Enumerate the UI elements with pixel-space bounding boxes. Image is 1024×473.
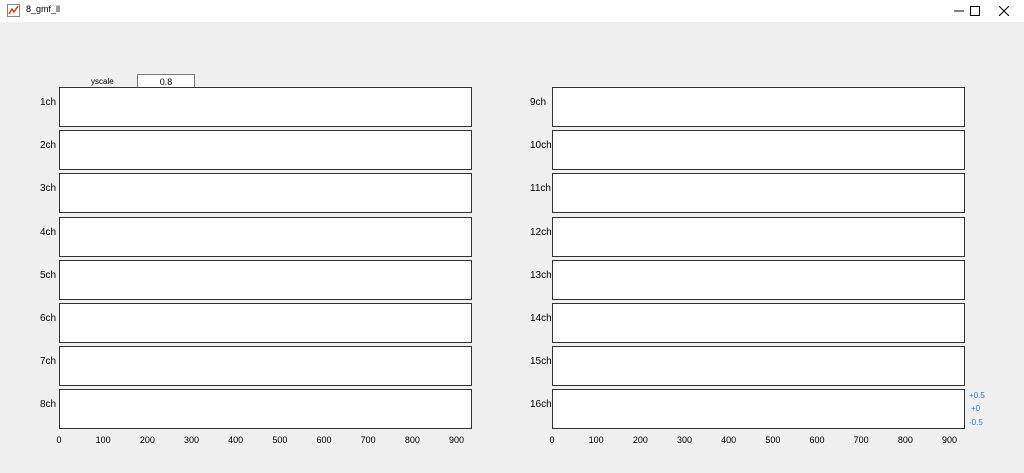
channel-axes[interactable]	[552, 216, 965, 257]
channel-axes[interactable]	[552, 173, 965, 214]
channel-axes[interactable]	[59, 87, 472, 127]
window-title: 8_gmf_ll	[26, 4, 61, 14]
channel-label: 6ch	[40, 313, 57, 324]
channel-label: 4ch	[40, 226, 57, 238]
x-tick-label: 800	[897, 435, 913, 445]
x-tick-label: 400	[228, 435, 244, 445]
channel-label: 15ch	[530, 356, 552, 368]
yscale-input[interactable]	[137, 74, 195, 90]
title-bar: 8_gmf_ll	[0, 0, 1024, 23]
matlab-figure-icon	[7, 4, 20, 17]
channel-label: 1ch	[40, 97, 57, 108]
close-button[interactable]	[987, 0, 1021, 22]
channel-axes[interactable]	[552, 389, 965, 430]
channel-label: 14ch	[530, 313, 552, 324]
channel-label: 11ch	[530, 183, 551, 195]
x-tick-label: 500	[272, 435, 288, 445]
channel-label: 7ch	[40, 356, 57, 368]
ref-label-minus: -0.5	[969, 418, 983, 427]
minimize-icon	[954, 10, 964, 12]
x-tick-label: 200	[632, 435, 648, 445]
channel-axes[interactable]	[59, 173, 472, 214]
x-tick-label: 300	[676, 435, 693, 445]
x-tick-label: 100	[588, 435, 604, 445]
channel-label: 2ch	[40, 140, 57, 152]
x-tick-label: 700	[360, 435, 376, 445]
channel-label: 8ch	[40, 399, 57, 411]
x-tick-label: 400	[721, 435, 737, 445]
minimize-button[interactable]	[942, 0, 976, 22]
channel-axes[interactable]	[59, 389, 472, 430]
channel-axes[interactable]	[552, 87, 965, 127]
channel-label: 9ch	[530, 97, 547, 108]
channel-label: 3ch	[40, 183, 57, 195]
channel-axes[interactable]	[59, 130, 472, 171]
ref-label-zero: +0	[971, 404, 981, 413]
channel-axes[interactable]	[59, 216, 472, 257]
close-icon	[999, 6, 1009, 16]
x-tick-label: 0	[549, 435, 555, 445]
x-tick-label: 600	[316, 435, 332, 445]
channel-label: 5ch	[40, 269, 57, 281]
x-tick-label: 0	[56, 435, 62, 445]
channel-axes[interactable]	[552, 259, 965, 300]
x-tick-label: 900	[942, 435, 958, 445]
channel-axes[interactable]	[552, 303, 965, 343]
channel-axes[interactable]	[552, 130, 965, 171]
x-tick-label: 900	[449, 435, 465, 445]
maximize-icon	[970, 6, 980, 16]
maximize-button[interactable]	[958, 0, 992, 22]
x-tick-label: 200	[139, 435, 155, 445]
x-tick-label: 800	[404, 435, 420, 445]
channel-label: 12ch	[530, 226, 552, 238]
x-tick-label: 600	[809, 435, 825, 445]
ref-label-plus: +0.5	[969, 391, 985, 400]
x-tick-label: 300	[183, 435, 200, 445]
figure-area: yscale +0.5 +0 -0.5 1ch 2ch 3ch 4ch 5ch 6ch 7c…	[0, 22, 1024, 473]
x-tick-label: 700	[853, 435, 869, 445]
x-tick-label: 100	[95, 435, 111, 445]
channel-axes[interactable]	[59, 346, 472, 387]
channel-label: 13ch	[530, 269, 552, 281]
channel-label: 10ch	[530, 140, 552, 152]
channel-axes[interactable]	[59, 303, 472, 343]
yscale-label: yscale	[91, 77, 114, 86]
channel-label: 16ch	[530, 399, 552, 411]
channel-axes[interactable]	[59, 259, 472, 300]
x-tick-label: 500	[765, 435, 781, 445]
channel-axes[interactable]	[552, 346, 965, 387]
